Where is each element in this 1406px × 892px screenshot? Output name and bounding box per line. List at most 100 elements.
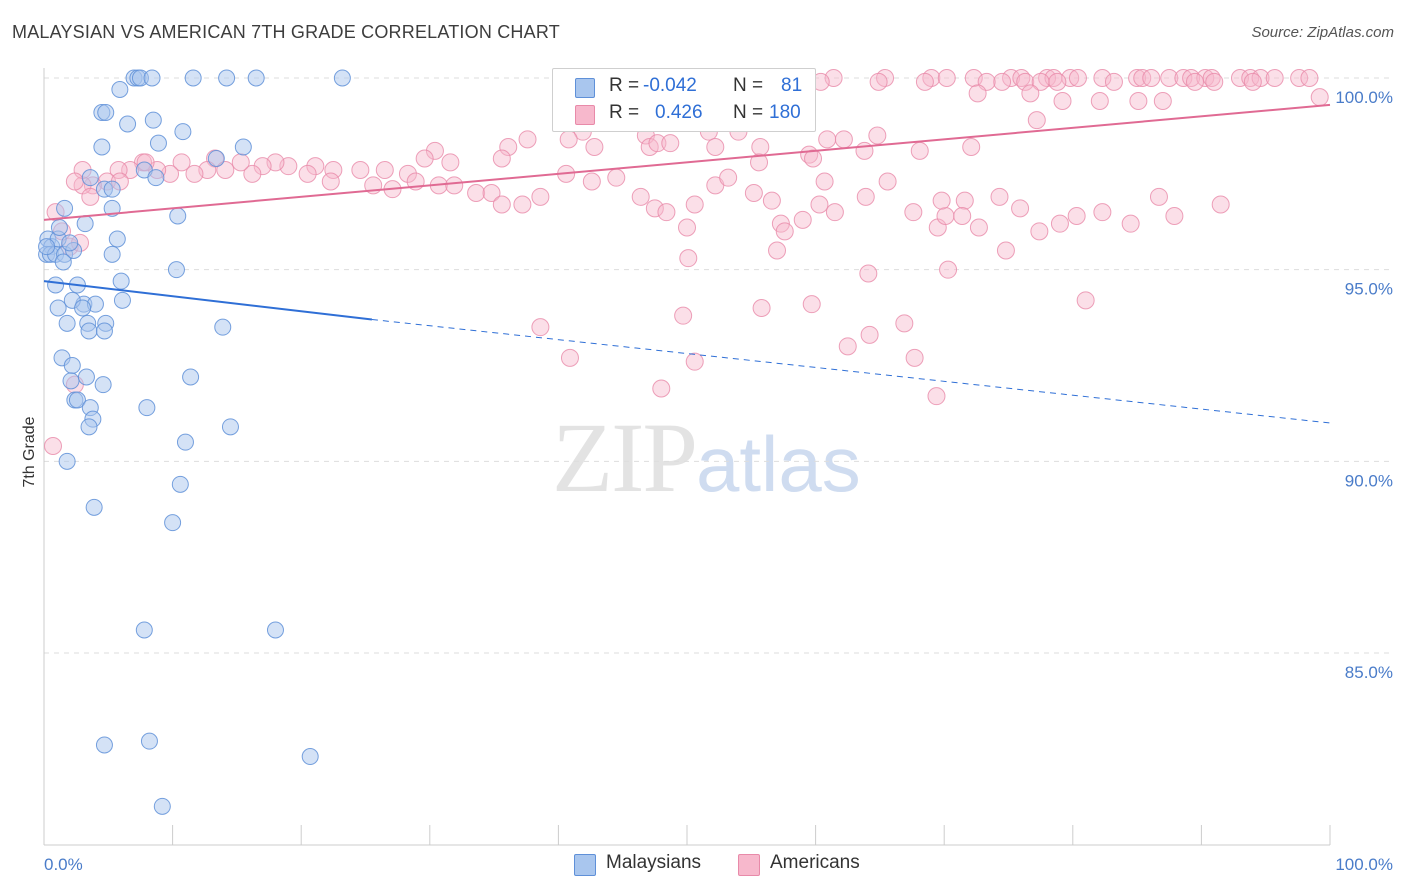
malaysians-point bbox=[50, 219, 68, 236]
americans-point bbox=[1290, 69, 1309, 87]
legend-r-label: R = bbox=[609, 75, 640, 96]
americans-point bbox=[253, 157, 272, 176]
americans-point bbox=[834, 130, 853, 149]
americans-point bbox=[306, 157, 325, 176]
americans-point bbox=[1048, 72, 1067, 91]
americans-point bbox=[679, 249, 698, 268]
americans-point bbox=[324, 161, 343, 179]
malaysians-point bbox=[119, 115, 137, 133]
malaysians-point bbox=[61, 234, 79, 252]
zipatlas-watermark: ZIPatlas bbox=[552, 400, 861, 515]
americans-point bbox=[81, 187, 100, 206]
americans-trend-line bbox=[43, 103, 1331, 221]
watermark-zip: ZIP bbox=[552, 402, 698, 513]
americans-point bbox=[1016, 72, 1035, 91]
malaysians-point bbox=[234, 138, 252, 156]
americans-point bbox=[1053, 92, 1072, 110]
americans-point bbox=[674, 306, 693, 325]
americans-point bbox=[953, 207, 972, 225]
malaysians-point bbox=[135, 621, 153, 639]
americans-point bbox=[645, 199, 664, 218]
malaysians-point bbox=[182, 368, 200, 386]
americans-point bbox=[1068, 69, 1087, 87]
americans-point bbox=[65, 172, 84, 191]
americans-point bbox=[895, 314, 914, 333]
americans-point bbox=[859, 264, 878, 283]
americans-point bbox=[1160, 69, 1179, 87]
americans-point bbox=[231, 153, 250, 172]
malaysians-point bbox=[80, 418, 98, 436]
americans-point bbox=[802, 295, 821, 314]
bottom-legend-swatch-americans bbox=[738, 854, 760, 876]
americans-point bbox=[1128, 69, 1147, 87]
americans-point bbox=[1185, 72, 1204, 91]
watermark-atlas: atlas bbox=[696, 420, 861, 508]
malaysians-point bbox=[68, 391, 86, 409]
malaysians-point bbox=[221, 418, 239, 436]
malaysians-point bbox=[93, 138, 111, 156]
malaysians-point bbox=[266, 621, 284, 639]
americans-point bbox=[860, 325, 879, 344]
americans-point bbox=[351, 161, 370, 179]
legend-r-label: R = bbox=[609, 102, 640, 123]
americans-point bbox=[825, 203, 844, 222]
malaysians-trend-extension bbox=[371, 319, 1331, 424]
americans-point bbox=[482, 184, 501, 202]
americans-point bbox=[492, 195, 511, 214]
americans-point bbox=[172, 153, 191, 172]
malaysians-points bbox=[38, 69, 351, 815]
stats-legend: R = -0.042 N = 81 R = 0.426 N = 180 bbox=[552, 68, 816, 132]
malaysians-point bbox=[247, 69, 265, 87]
americans-point bbox=[719, 168, 738, 187]
americans-point bbox=[1090, 92, 1109, 110]
americans-point bbox=[657, 203, 676, 222]
malaysians-point bbox=[81, 169, 99, 187]
americans-point bbox=[631, 187, 650, 206]
legend-swatch-americans bbox=[575, 105, 595, 125]
malaysians-point bbox=[95, 736, 113, 754]
malaysians-point bbox=[56, 199, 74, 217]
americans-point bbox=[648, 134, 667, 153]
americans-point bbox=[531, 318, 550, 337]
malaysians-point bbox=[38, 238, 56, 256]
americans-point bbox=[1153, 92, 1172, 110]
americans-point bbox=[818, 130, 837, 149]
malaysians-point bbox=[164, 514, 182, 532]
chart-source: Source: ZipAtlas.com bbox=[1251, 24, 1394, 41]
chart-title: MALAYSIAN VS AMERICAN 7TH GRADE CORRELAT… bbox=[12, 22, 560, 42]
americans-point bbox=[1093, 69, 1112, 87]
americans-point bbox=[904, 203, 923, 222]
americans-point bbox=[752, 299, 771, 317]
malaysians-point bbox=[174, 123, 192, 141]
malaysians-point bbox=[63, 357, 81, 374]
malaysians-point bbox=[153, 797, 171, 815]
americans-point bbox=[1149, 187, 1168, 206]
americans-point bbox=[915, 72, 934, 91]
malaysians-point bbox=[49, 299, 67, 317]
americans-point bbox=[1142, 69, 1161, 87]
malaysians-point bbox=[149, 134, 167, 152]
americans-point bbox=[868, 126, 887, 145]
y-tick-label: 85.0% bbox=[1345, 663, 1393, 682]
malaysians-point bbox=[76, 215, 94, 233]
americans-point bbox=[1104, 72, 1123, 91]
malaysians-point bbox=[47, 276, 65, 294]
malaysians-point bbox=[171, 475, 189, 493]
malaysians-point bbox=[74, 299, 92, 317]
americans-point bbox=[1067, 207, 1086, 225]
trend-lines bbox=[43, 103, 1331, 424]
americans-point bbox=[445, 176, 464, 195]
malaysians-point bbox=[176, 433, 194, 451]
americans-point bbox=[706, 138, 725, 156]
americans-point bbox=[1093, 203, 1112, 222]
axes bbox=[43, 68, 1331, 846]
malaysians-point bbox=[184, 69, 202, 87]
malaysians-point bbox=[54, 253, 72, 271]
americans-point bbox=[1174, 69, 1193, 87]
malaysians-point bbox=[103, 180, 121, 198]
americans-point bbox=[775, 222, 794, 241]
americans-point bbox=[762, 191, 781, 210]
legend-n-label: N = bbox=[733, 75, 764, 96]
malaysians-point bbox=[97, 104, 115, 121]
malaysians-point bbox=[108, 230, 126, 248]
